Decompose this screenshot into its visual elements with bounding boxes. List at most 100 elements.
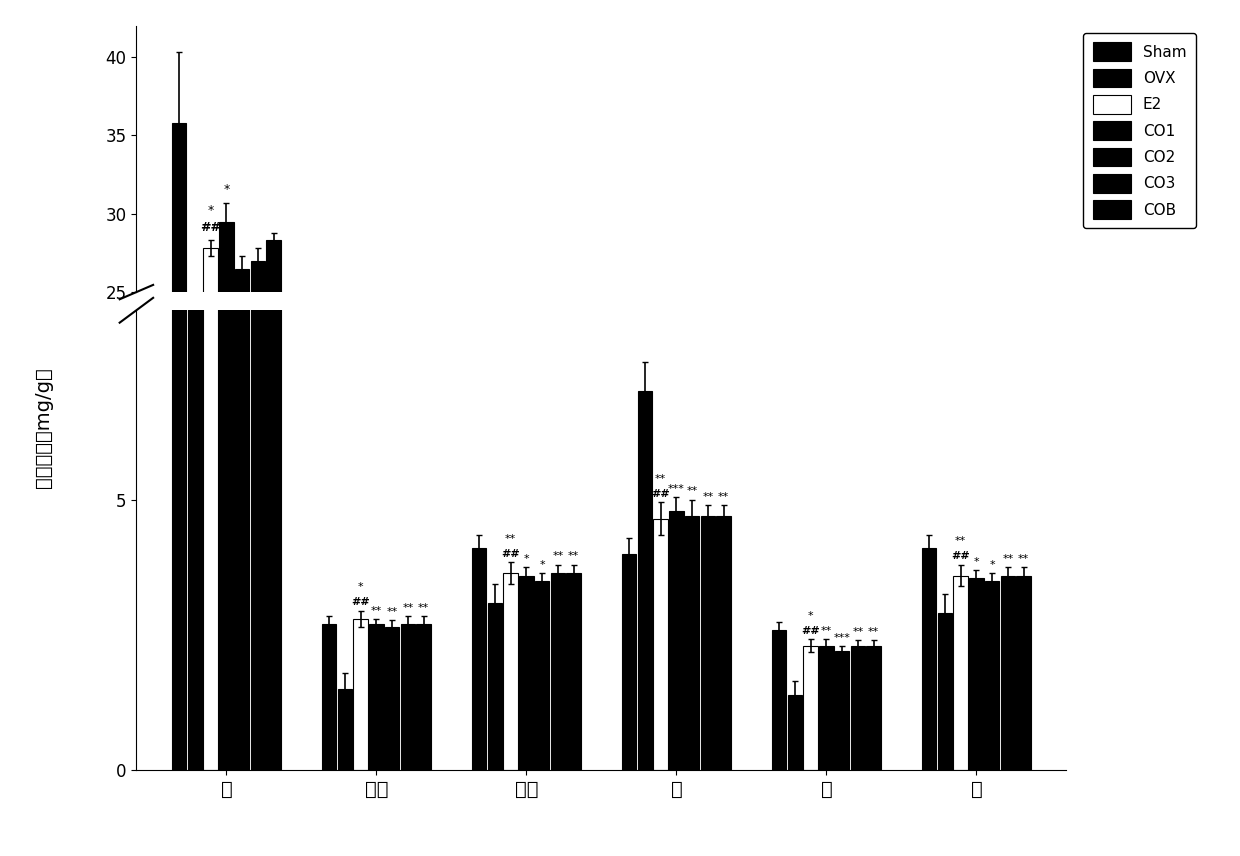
Text: ##: ## xyxy=(951,551,970,562)
Bar xyxy=(234,0,249,770)
Bar xyxy=(653,519,668,770)
Bar xyxy=(520,575,533,770)
Bar xyxy=(370,641,383,684)
Text: *: * xyxy=(973,557,980,567)
Bar xyxy=(370,624,383,770)
Bar xyxy=(353,619,368,770)
Bar xyxy=(670,510,683,770)
Bar xyxy=(417,641,430,684)
Text: ##: ## xyxy=(501,549,520,559)
Text: **: ** xyxy=(718,492,729,502)
Text: ***: *** xyxy=(668,484,684,494)
Bar xyxy=(684,610,699,684)
Bar xyxy=(653,611,668,684)
Bar xyxy=(567,573,580,770)
Text: **: ** xyxy=(505,533,516,544)
Bar xyxy=(337,660,352,684)
Text: **: ** xyxy=(655,474,666,484)
Bar xyxy=(954,575,968,770)
Text: **: ** xyxy=(821,626,832,636)
Bar xyxy=(804,648,818,684)
Text: ##: ## xyxy=(351,597,370,608)
Bar xyxy=(503,627,518,684)
Text: **: ** xyxy=(418,603,429,613)
Text: ##: ## xyxy=(200,221,221,234)
Bar xyxy=(234,269,249,684)
Text: *: * xyxy=(223,183,229,197)
Bar xyxy=(637,574,652,684)
Bar xyxy=(921,620,936,684)
Text: **: ** xyxy=(387,607,398,617)
Text: **: ** xyxy=(568,551,579,562)
Text: *: * xyxy=(539,560,544,569)
Bar xyxy=(401,624,415,770)
Bar xyxy=(787,694,802,770)
Bar xyxy=(787,662,802,684)
Text: ***: *** xyxy=(833,633,851,643)
Bar xyxy=(187,300,202,684)
Bar xyxy=(267,241,281,684)
Bar xyxy=(622,554,636,770)
Bar xyxy=(820,646,833,770)
Text: **: ** xyxy=(371,605,382,615)
Text: **: ** xyxy=(1018,554,1029,564)
Bar xyxy=(567,627,580,684)
Text: *: * xyxy=(523,554,529,564)
Bar xyxy=(417,624,430,770)
Bar xyxy=(322,624,336,770)
Text: *: * xyxy=(207,204,213,217)
Bar xyxy=(172,0,186,770)
Bar xyxy=(172,123,186,684)
Bar xyxy=(622,621,636,684)
Bar xyxy=(472,549,486,770)
Bar xyxy=(472,620,486,684)
Bar xyxy=(684,516,699,770)
Bar xyxy=(851,648,866,684)
Bar xyxy=(520,627,533,684)
Text: **: ** xyxy=(702,492,713,502)
Bar xyxy=(820,648,833,684)
Text: **: ** xyxy=(552,551,563,562)
Text: *: * xyxy=(807,611,813,621)
Bar xyxy=(717,516,730,770)
Bar xyxy=(717,610,730,684)
Bar xyxy=(503,573,518,770)
Bar xyxy=(1017,575,1030,770)
Bar xyxy=(203,0,218,770)
Bar xyxy=(637,391,652,770)
Bar xyxy=(322,641,336,684)
Bar xyxy=(487,635,502,684)
Text: **: ** xyxy=(955,536,966,546)
Bar xyxy=(534,629,549,684)
Text: **: ** xyxy=(687,486,698,496)
Bar xyxy=(551,573,565,770)
Bar xyxy=(1001,627,1016,684)
Bar xyxy=(804,646,818,770)
Text: ##: ## xyxy=(801,626,820,636)
Text: **: ** xyxy=(1002,554,1013,564)
Bar xyxy=(487,603,502,770)
Bar xyxy=(835,650,849,684)
Bar xyxy=(701,610,715,684)
Bar xyxy=(384,627,399,770)
Text: **: ** xyxy=(402,603,413,613)
Legend: Sham, OVX, E2, CO1, CO2, CO3, COB: Sham, OVX, E2, CO1, CO2, CO3, COB xyxy=(1084,33,1195,228)
Bar xyxy=(701,516,715,770)
Bar xyxy=(835,651,849,770)
Bar xyxy=(921,549,936,770)
Text: *: * xyxy=(990,560,994,569)
Bar xyxy=(867,648,880,684)
Bar xyxy=(219,0,233,770)
Bar xyxy=(1001,575,1016,770)
Bar xyxy=(773,643,786,684)
Bar xyxy=(551,627,565,684)
Bar xyxy=(773,630,786,770)
Bar xyxy=(401,641,415,684)
Bar xyxy=(954,627,968,684)
Bar xyxy=(267,0,281,770)
Bar xyxy=(970,578,983,770)
Bar xyxy=(250,261,265,684)
Text: **: ** xyxy=(852,627,863,637)
Bar xyxy=(384,642,399,684)
Bar xyxy=(985,581,999,770)
